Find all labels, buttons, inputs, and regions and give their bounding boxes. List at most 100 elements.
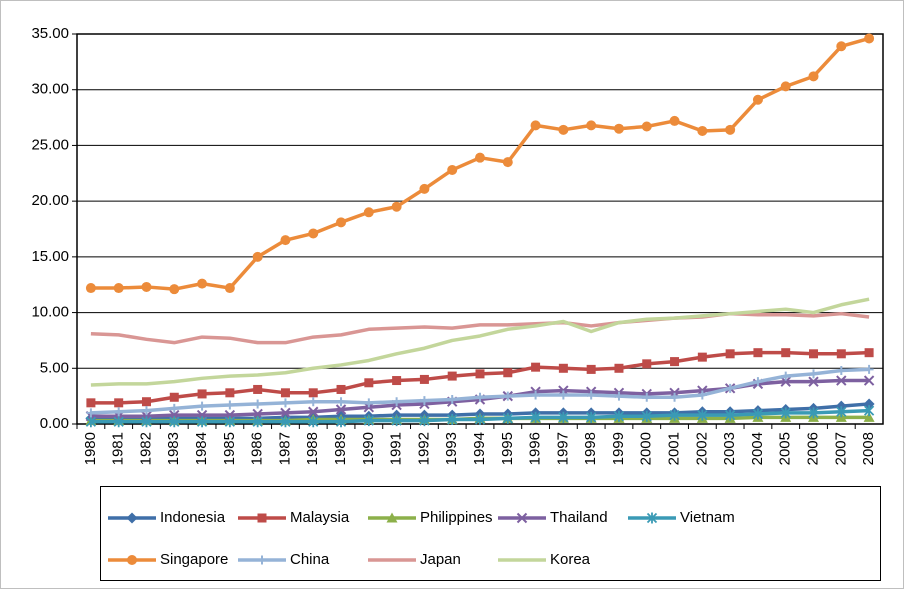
legend-label: Vietnam: [680, 509, 735, 526]
x-tick-label: 1988: [304, 432, 321, 465]
marker: [614, 391, 624, 401]
marker: [641, 121, 652, 132]
marker: [447, 371, 457, 381]
marker: [725, 383, 735, 393]
marker: [419, 374, 429, 384]
marker: [531, 362, 541, 372]
marker: [725, 349, 735, 359]
x-tick-label: 1984: [193, 432, 210, 465]
x-tick-label: 1983: [165, 432, 182, 465]
marker: [196, 416, 208, 428]
marker: [613, 123, 624, 134]
y-tick-label: 25.00: [31, 136, 69, 153]
marker: [386, 512, 398, 523]
marker: [781, 348, 791, 358]
marker: [364, 398, 374, 408]
marker: [419, 415, 430, 427]
marker: [613, 410, 625, 422]
marker: [197, 389, 207, 399]
marker: [257, 513, 267, 523]
x-tick-label: 2001: [666, 432, 683, 465]
marker: [280, 235, 291, 246]
marker: [419, 396, 429, 406]
marker: [558, 124, 569, 135]
marker: [419, 183, 430, 194]
marker: [669, 409, 680, 421]
marker: [335, 404, 347, 415]
marker: [642, 359, 652, 369]
marker: [363, 415, 374, 427]
marker: [502, 157, 513, 168]
marker: [836, 366, 846, 376]
marker: [308, 397, 318, 407]
x-tick-label: 2000: [638, 432, 655, 465]
marker: [363, 207, 374, 218]
x-tick-label: 1992: [415, 432, 432, 465]
legend-label: Malaysia: [290, 509, 350, 526]
marker: [697, 125, 708, 136]
marker: [558, 363, 568, 373]
marker: [364, 378, 374, 388]
marker: [586, 364, 596, 374]
marker: [336, 397, 346, 407]
marker: [531, 390, 541, 400]
marker: [169, 416, 180, 428]
marker: [558, 390, 568, 400]
marker: [502, 412, 513, 424]
y-tick-label: 35.00: [31, 25, 69, 42]
x-tick-label: 2006: [804, 432, 821, 465]
legend-label: China: [290, 551, 330, 568]
x-tick-label: 1981: [110, 432, 127, 465]
marker: [697, 409, 708, 421]
marker: [113, 283, 124, 294]
marker: [86, 398, 96, 408]
marker: [836, 375, 847, 386]
marker: [809, 349, 819, 359]
marker: [169, 284, 180, 295]
marker: [808, 376, 819, 387]
x-tick-label: 1990: [360, 432, 377, 465]
marker: [392, 397, 402, 407]
marker: [863, 411, 875, 422]
y-tick-label: 20.00: [31, 192, 69, 209]
marker: [863, 405, 875, 417]
x-tick-label: 1989: [332, 432, 349, 465]
marker: [169, 392, 179, 402]
marker: [670, 357, 680, 367]
x-tick-label: 1998: [582, 432, 599, 465]
marker: [836, 349, 846, 359]
marker: [280, 388, 290, 398]
marker: [474, 414, 486, 426]
legend-label: Japan: [420, 551, 461, 568]
marker: [697, 390, 707, 400]
marker: [127, 555, 137, 565]
x-tick-label: 1987: [276, 432, 293, 465]
marker: [586, 390, 596, 400]
marker: [864, 33, 875, 44]
marker: [141, 281, 152, 292]
x-tick-label: 1985: [221, 432, 238, 465]
marker: [725, 409, 736, 421]
marker: [336, 384, 346, 394]
x-tick-label: 2003: [721, 432, 738, 465]
legend-label: Singapore: [160, 551, 228, 568]
marker: [280, 416, 291, 428]
marker: [780, 407, 791, 419]
marker: [753, 348, 763, 358]
marker: [126, 512, 138, 524]
marker: [85, 283, 96, 294]
marker: [475, 392, 485, 402]
marker: [308, 406, 319, 417]
marker: [308, 228, 319, 239]
y-tick-label: 15.00: [31, 248, 69, 265]
marker: [586, 120, 597, 131]
marker: [516, 512, 528, 524]
marker: [836, 41, 847, 52]
x-tick-label: 1993: [443, 432, 460, 465]
marker: [530, 411, 541, 423]
x-tick-label: 1996: [527, 432, 544, 465]
marker: [447, 164, 458, 175]
marker: [308, 416, 319, 428]
x-tick-label: 1997: [554, 432, 571, 465]
x-tick-label: 1991: [388, 432, 405, 465]
